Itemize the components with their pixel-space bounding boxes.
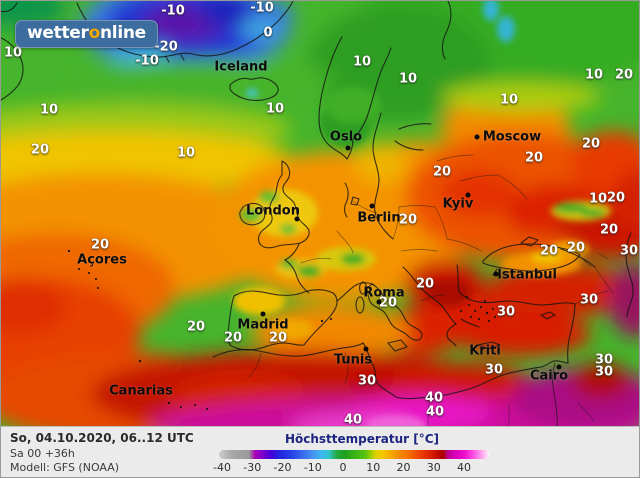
temp-label: 10 (588, 191, 608, 207)
temp-label: 10 (265, 101, 285, 117)
temp-label: 20 (378, 295, 398, 311)
temp-label: 10 (3, 45, 23, 61)
city-label: Istanbul (497, 267, 557, 283)
temp-label: 20 (599, 222, 619, 238)
region-label: Kriti (469, 343, 501, 359)
temp-label: 40 (424, 390, 444, 406)
island-specks (67, 249, 496, 410)
legend-tick: -30 (243, 461, 262, 474)
legend-tick: 20 (396, 461, 411, 474)
temp-label: -10 (250, 1, 274, 16)
city-dot (474, 134, 480, 140)
city-dot (556, 364, 562, 370)
temp-label: 10 (499, 92, 519, 108)
logo-text-nline: nline (100, 23, 146, 43)
temp-label: 20 (432, 164, 452, 180)
temp-label: 20 (581, 136, 601, 152)
temp-label: 20 (398, 212, 418, 228)
region-label: Iceland (214, 59, 268, 75)
run-datetime: So, 04.10.2020, 06..12 UTC (10, 431, 194, 445)
city-label: Oslo (329, 129, 363, 145)
temp-label: 0 (263, 25, 273, 41)
status-bar: So, 04.10.2020, 06..12 UTC Sa 00 +36h Mo… (1, 426, 639, 477)
temp-label: 30 (579, 292, 599, 308)
legend-tick: -10 (303, 461, 322, 474)
temperature-field (1, 1, 639, 426)
city-label: Tunis (333, 352, 373, 368)
temp-label: 20 (539, 243, 559, 259)
city-label: Madrid (237, 317, 289, 333)
temp-label: 20 (524, 150, 544, 166)
temp-label: 20 (415, 276, 435, 292)
temp-label: 20 (606, 190, 626, 206)
temp-label: -10 (161, 3, 185, 19)
country-borders (248, 154, 614, 426)
legend-tick: -20 (273, 461, 292, 474)
map-area: -10 -10 0 -20 -10 10 10 10 10 20 10 10 10 20 10 20 20 20 1… (1, 1, 639, 427)
temp-label: 20 (268, 330, 288, 346)
run-offset: Sa 00 +36h (10, 447, 75, 460)
temperature-map-svg (1, 1, 639, 426)
legend-tick: 30 (426, 461, 441, 474)
city-dot (363, 346, 369, 352)
city-label: Kyiv (442, 196, 474, 212)
city-dot (376, 299, 382, 305)
temp-label: 40 (343, 412, 363, 427)
temp-label: 40 (425, 404, 445, 420)
temp-label: 10 (39, 102, 59, 118)
wetteronline-logo[interactable]: wetteronline (15, 20, 158, 48)
city-dot (345, 145, 351, 151)
city-label: Berlin (357, 210, 401, 226)
city-dot (465, 192, 471, 198)
model-name: Modell: GFS (NOAA) (10, 461, 120, 474)
city-dot (294, 216, 300, 222)
temp-label: -10 (135, 53, 159, 69)
temp-label: 30 (619, 243, 639, 259)
temp-label: 10 (352, 54, 372, 70)
city-label: Cairo (529, 368, 569, 384)
temp-label: 10 (176, 145, 196, 161)
legend-title: Höchsttemperatur [°C] (284, 432, 440, 446)
temp-label: 20 (566, 240, 586, 256)
temp-label: 10 (398, 71, 418, 87)
city-dot (493, 271, 499, 277)
temp-label: 20 (223, 330, 243, 346)
temp-label: 10 (584, 67, 604, 83)
temp-label: 30 (484, 362, 504, 378)
temp-label: 30 (594, 364, 614, 380)
legend-tick: 0 (339, 461, 347, 474)
city-label: Roma (363, 285, 405, 301)
temp-label: 20 (186, 319, 206, 335)
temp-label: 20 (614, 67, 634, 83)
temp-label: 20 (90, 237, 110, 253)
city-dot (260, 311, 266, 317)
logo-text-wetter: wetter (27, 23, 89, 43)
temp-label: 20 (30, 142, 50, 158)
temp-label: 30 (357, 373, 377, 389)
map-overlay: -10 -10 0 -20 -10 10 10 10 10 20 10 10 10 20 10 20 20 20 1… (1, 1, 639, 427)
region-label: Canarias (109, 383, 173, 399)
city-label: London (246, 203, 300, 219)
legend-tick: 40 (457, 461, 471, 474)
temperature-colorbar (219, 450, 489, 459)
logo-text-o: o (88, 23, 101, 43)
temp-label: 30 (594, 352, 614, 368)
legend-tick: 10 (366, 461, 381, 474)
city-label: Moscow (482, 129, 542, 145)
region-label: Açores (77, 252, 127, 268)
temp-label: 30 (496, 304, 516, 320)
temperature-field-detail (233, 1, 611, 426)
city-dot (369, 203, 375, 209)
legend-tick: -40 (213, 461, 231, 474)
